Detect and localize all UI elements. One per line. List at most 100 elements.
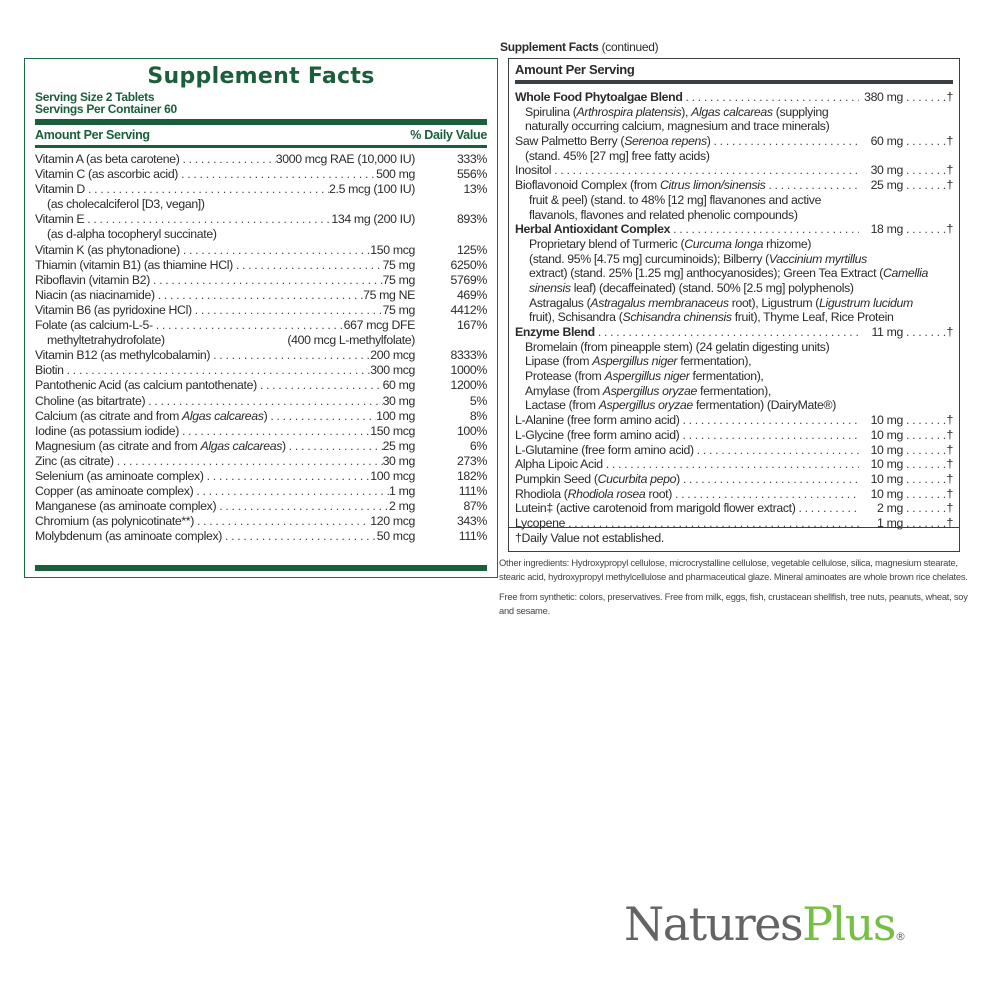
text-segment: Lutein‡ (active carotenoid from marigold… bbox=[515, 501, 796, 516]
text-segment: sinensis bbox=[529, 280, 571, 295]
nutrient-label: Zinc (as citrate) bbox=[35, 454, 114, 469]
amount: 30 mg bbox=[382, 393, 416, 408]
dot-leader bbox=[711, 134, 859, 149]
text-segment: Citrus limon/sinensis bbox=[660, 178, 766, 193]
daily-value-header: % Daily Value bbox=[410, 128, 487, 142]
nutrient-row: Folate (as calcium-L-5- 667 mcg DFE 167% bbox=[35, 318, 487, 333]
nutrient-name: Whole Food Phytoalgae Blend bbox=[515, 90, 859, 105]
daily-value: † bbox=[903, 134, 954, 149]
daily-value: † bbox=[903, 428, 954, 443]
nutrient-name: Rhodiola (Rhodiola rosea root) bbox=[515, 487, 859, 502]
text-segment: Folate (as calcium-L-5- bbox=[35, 318, 153, 333]
nutrient-row: Bioflavonoid Complex (from Citrus limon/… bbox=[515, 178, 953, 193]
description-text: sinensis leaf) (decaffeinated) (stand. 5… bbox=[515, 281, 854, 296]
text-segment: Aspergillus oryzae bbox=[602, 383, 698, 398]
text-segment: Calcium (as citrate and from bbox=[35, 408, 183, 423]
text-segment: naturally occurring calcium, magnesium a… bbox=[525, 119, 830, 134]
dot-leader bbox=[153, 318, 344, 333]
continued-suffix: (continued) bbox=[601, 40, 659, 54]
nutrient-row: Whole Food Phytoalgae Blend 380 mg † bbox=[515, 90, 953, 105]
daily-value: † bbox=[903, 501, 954, 516]
dot-leader bbox=[765, 178, 859, 193]
supplement-facts-panel: Supplement Facts Serving Size 2 Tablets … bbox=[24, 58, 498, 578]
text-segment: Vitamin E bbox=[35, 212, 85, 227]
dot-leader bbox=[178, 167, 376, 182]
text-segment: L-Glutamine (free form amino acid) bbox=[515, 442, 694, 457]
text-segment: Bromelain (from pineapple stem) (24 gela… bbox=[525, 339, 830, 354]
description-text: Protease (from Aspergillus niger ferment… bbox=[515, 369, 764, 384]
daily-value: 111% bbox=[458, 484, 488, 499]
daily-value: 125% bbox=[456, 242, 487, 257]
nutrient-name: Vitamin E bbox=[35, 212, 331, 227]
amount: 25 mg bbox=[382, 438, 416, 453]
description-line: (stand. 95% [4.75 mg] curcuminoids); Bil… bbox=[515, 252, 953, 267]
text-segment: ) bbox=[676, 471, 680, 486]
dot-leader bbox=[114, 454, 383, 469]
text-segment: Selenium (as aminoate complex) bbox=[35, 468, 204, 483]
nutrient-name: Herbal Antioxidant Complex bbox=[515, 222, 859, 237]
text-segment: Vaccinium myrtillus bbox=[768, 251, 867, 266]
dot-leader bbox=[903, 428, 947, 443]
daily-value: 4412% bbox=[450, 302, 487, 317]
sub-amount: (400 mcg L-methylfolate) bbox=[287, 333, 415, 348]
nutrient-label: Choline (as bitartrate) bbox=[35, 394, 146, 409]
text-segment: Rhodiola ( bbox=[515, 486, 568, 501]
nutrient-name: Vitamin B12 (as methylcobalamin) bbox=[35, 348, 370, 363]
nutrient-row: Choline (as bitartrate) 30 mg 5% bbox=[35, 394, 487, 409]
supplement-facts-continued-panel: Amount Per Serving Whole Food Phytoalgae… bbox=[508, 58, 960, 552]
description-text: Bromelain (from pineapple stem) (24 gela… bbox=[515, 339, 830, 355]
nutrient-name: Calcium (as citrate and from Algas calca… bbox=[35, 409, 376, 424]
text-segment: Riboflavin (vitamin B2) bbox=[35, 272, 150, 287]
sub-text: (as d-alpha tocopheryl succinate) bbox=[47, 227, 217, 242]
nutrient-row: Lutein‡ (active carotenoid from marigold… bbox=[515, 501, 953, 516]
nutrient-name: Lycopene bbox=[515, 516, 859, 531]
amount: 200 mcg bbox=[370, 348, 415, 363]
text-segment: Vitamin D bbox=[35, 182, 85, 197]
amount: 2 mg bbox=[877, 501, 903, 516]
dot-leader bbox=[179, 424, 370, 439]
nutrient-row: Molybdenum (as aminoate complex) 50 mcg 11… bbox=[35, 529, 487, 544]
dagger: † bbox=[946, 501, 954, 516]
logo-text-plus: Plus bbox=[802, 897, 896, 951]
text-segment: Aspergillus niger bbox=[592, 354, 678, 369]
nutrient-name: Molybdenum (as aminoate complex) bbox=[35, 529, 377, 544]
text-segment: Chromium (as polynicotinate**) bbox=[35, 514, 194, 529]
dot-leader bbox=[64, 363, 371, 378]
dot-leader bbox=[903, 457, 947, 472]
text-segment: Herbal Antioxidant Complex bbox=[515, 222, 671, 237]
nutrient-name: Saw Palmetto Berry (Serenoa repens) bbox=[515, 134, 859, 149]
description-text: Spirulina (Arthrospira platensis), Algas… bbox=[515, 105, 829, 120]
daily-value-footnote: †Daily Value not established. bbox=[509, 527, 959, 551]
description-text: flavanols, flavones and related phenolic… bbox=[515, 208, 798, 223]
dot-leader bbox=[233, 258, 383, 273]
text-segment: Astragalus membranaceus bbox=[590, 295, 729, 310]
dagger: † bbox=[946, 163, 954, 178]
dot-leader bbox=[257, 378, 383, 393]
description-text: fruit), Schisandra (Schisandra chinensis… bbox=[515, 310, 894, 325]
text-segment: Inositol bbox=[515, 163, 552, 178]
text-segment: root) bbox=[645, 486, 672, 501]
nutrient-label: Bioflavonoid Complex (from Citrus limon/… bbox=[515, 178, 766, 193]
text-segment: root), Ligustrum ( bbox=[728, 295, 820, 310]
text-segment: fermentation), bbox=[696, 383, 771, 398]
text-segment: Enzyme Blend bbox=[515, 325, 595, 339]
sub-text: methyltetrahydrofolate) bbox=[47, 333, 165, 348]
nutrient-label: Molybdenum (as aminoate complex) bbox=[35, 529, 222, 544]
text-segment: Pumpkin Seed ( bbox=[515, 471, 598, 486]
text-segment: rhizome) bbox=[763, 236, 812, 251]
nutrient-row: Iodine (as potassium iodide) 150 mcg 100% bbox=[35, 424, 487, 439]
dot-leader bbox=[694, 443, 859, 458]
nutrient-label: Calcium (as citrate and from Algas calca… bbox=[35, 408, 268, 424]
daily-value: † bbox=[903, 487, 954, 502]
nutrient-row: Saw Palmetto Berry (Serenoa repens) 60 mg… bbox=[515, 134, 953, 149]
daily-value: † bbox=[903, 472, 954, 487]
daily-value: 1200% bbox=[450, 378, 487, 393]
daily-value: † bbox=[903, 457, 954, 472]
nutrient-name: Riboflavin (vitamin B2) bbox=[35, 273, 383, 288]
text-segment: Rhodiola rosea bbox=[567, 486, 646, 501]
description-line: Protease (from Aspergillus niger ferment… bbox=[515, 369, 953, 384]
amount: 60 mg bbox=[382, 378, 416, 393]
amount: 150 mcg bbox=[370, 242, 415, 257]
nutrient-label: Pantothenic Acid (as calcium pantothenat… bbox=[35, 378, 257, 393]
daily-value: † bbox=[903, 443, 954, 458]
